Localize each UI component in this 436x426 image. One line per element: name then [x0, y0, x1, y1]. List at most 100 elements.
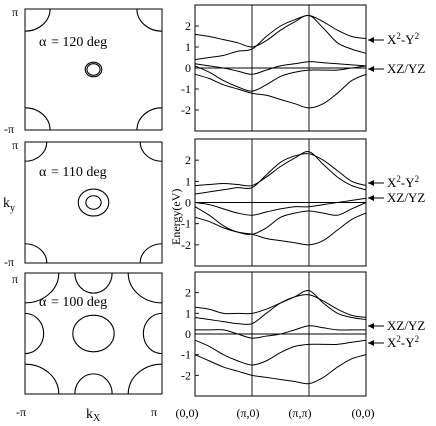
center-pocket-1: [86, 63, 101, 76]
annotation-main: X: [387, 335, 397, 350]
band-line-0: [194, 14, 367, 54]
pi-label-right-bottom: π: [151, 405, 157, 419]
annotation-main2: -Y: [401, 335, 415, 350]
corner-pocket-0: [25, 9, 51, 32]
fermi-contours-110: [25, 142, 162, 263]
band-line-0: [194, 151, 367, 191]
y-tick-label: -1: [181, 82, 191, 96]
annotation-label: XZ/YZ: [387, 61, 425, 76]
annotation-main: X: [387, 175, 397, 190]
annotation-arrow-head: [368, 323, 374, 329]
corner-pocket-1: [136, 9, 162, 32]
y-tick-label: -1: [181, 348, 191, 362]
corner-pocket-1: [127, 273, 162, 304]
annotation-label: XZ/YZ: [387, 190, 425, 205]
fermi-panel-100: α = 100 deg π -π kX π: [12, 272, 163, 424]
alpha-symbol-120: α: [39, 35, 47, 50]
k-tick-m-point: (π,π): [288, 406, 311, 420]
fermi-panel-110: α = 110 deg π -π ky: [3, 138, 163, 269]
band-line-3: [194, 65, 367, 92]
y-tick-label: 0: [185, 196, 191, 210]
band-line-4: [194, 212, 367, 246]
annotation-sup2: 2: [415, 31, 420, 41]
band-line-3: [194, 202, 367, 235]
k-path-ticks: (0,0) (π,0) (π,π) (0,0): [176, 406, 375, 420]
y-tick-label: -2: [181, 238, 191, 252]
annotation-label: X2-Y2: [387, 334, 419, 350]
band-line-1: [194, 153, 367, 195]
annotation-main: XZ/YZ: [387, 61, 425, 76]
edge-pocket-3: [74, 373, 113, 394]
alpha-symbol-100: α: [39, 295, 47, 310]
band-line-4: [194, 354, 367, 385]
fermi-contours-120: [25, 9, 162, 130]
edge-pocket-2: [74, 273, 113, 294]
ky-sub: y: [10, 203, 15, 214]
annotation-arrow-head: [368, 180, 374, 186]
corner-pocket-2: [25, 107, 51, 130]
annotation-main: XZ/YZ: [387, 318, 425, 333]
fermi-frame-120: [24, 8, 163, 131]
fermi-frame-110: [24, 141, 163, 264]
fermi-panel-120: α = 120 deg π -π: [4, 5, 163, 136]
y-tick-label: 0: [185, 61, 191, 75]
band-line-2: [194, 61, 367, 75]
alpha-symbol-110: α: [39, 165, 47, 180]
annotation-arrow-head: [368, 66, 374, 72]
fermi-contour-group: [25, 273, 162, 394]
annotation-sup: 2: [396, 31, 401, 41]
annotation-sup: 2: [396, 334, 401, 344]
k-tick-gamma-left: (0,0): [176, 406, 199, 420]
annotation-label: X2-Y2: [387, 174, 419, 190]
annotation-arrow-head: [368, 195, 374, 201]
annotation-sup2: 2: [415, 174, 420, 184]
y-tick-label: 1: [185, 174, 191, 188]
corner-pocket-0: [25, 273, 60, 304]
annotation-label: X2-Y2: [387, 31, 419, 47]
fermi-contour-group: [25, 9, 162, 130]
annotation-sup2: 2: [415, 334, 420, 344]
corner-pocket-2: [25, 363, 60, 394]
y-tick-label: 2: [185, 286, 191, 300]
alpha-value-120: = 120 deg: [51, 35, 107, 50]
y-tick-label: 2: [185, 153, 191, 167]
band-line-2: [194, 197, 367, 216]
annotation-label: XZ/YZ: [387, 318, 425, 333]
corner-pocket-0: [25, 142, 48, 162]
center-pocket-0: [84, 61, 103, 78]
annotation-main2: -Y: [401, 32, 415, 47]
pi-label-top-110: π: [12, 138, 18, 152]
kx-main: k: [86, 407, 93, 422]
k-tick-x-point: (π,0): [236, 406, 259, 420]
fermi-contour-group: [25, 142, 162, 263]
pi-label-top-100: π: [12, 272, 18, 286]
kx-axis-label: kX: [86, 407, 101, 424]
y-tick-label: 1: [185, 40, 191, 54]
neg-pi-label-bottom: -π: [16, 405, 26, 419]
ky-main: k: [3, 196, 10, 211]
edge-pocket-1: [142, 312, 162, 355]
neg-pi-label-120: -π: [4, 122, 14, 136]
corner-pocket-3: [136, 107, 162, 130]
annotation-arrow-head: [368, 340, 374, 346]
annotation-sup: 2: [396, 174, 401, 184]
band-line-2: [194, 325, 366, 339]
center-pocket-0: [77, 188, 110, 217]
center-pocket-0: [72, 314, 115, 353]
energy-axis-label: Energy(eV): [169, 189, 183, 245]
annotation-main2: -Y: [401, 175, 415, 190]
fermi-contours-100: [25, 273, 162, 394]
y-tick-label: 0: [185, 327, 191, 341]
annotation-main: X: [387, 32, 397, 47]
y-tick-label: -2: [181, 368, 191, 382]
corner-pocket-3: [139, 243, 162, 263]
band-line-0: [194, 289, 367, 321]
neg-pi-label-110: -π: [4, 255, 14, 269]
kx-sub: X: [93, 413, 101, 424]
band-line-1: [194, 294, 367, 326]
alpha-value-100: = 100 deg: [51, 295, 107, 310]
